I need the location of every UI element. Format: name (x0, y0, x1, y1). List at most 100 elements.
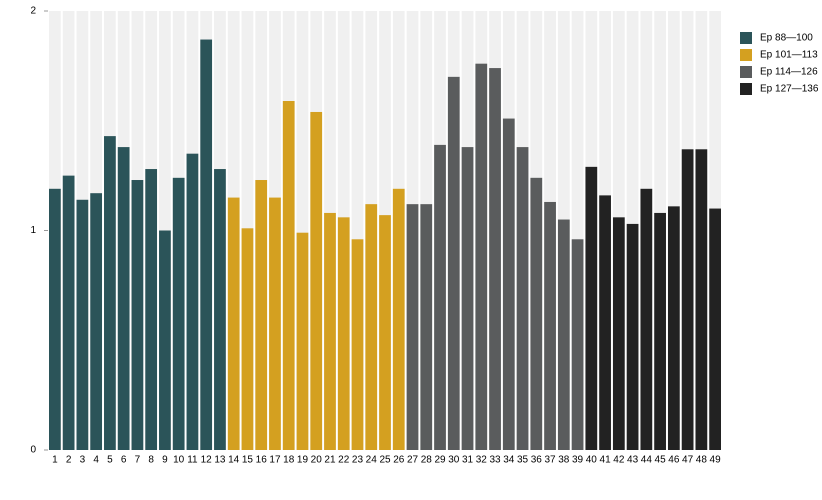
bar (131, 180, 144, 450)
bar (489, 68, 501, 450)
legend-swatch (740, 49, 752, 61)
x-tick-label: 28 (421, 455, 433, 466)
x-tick-label: 32 (476, 455, 488, 466)
bar (599, 195, 611, 450)
x-tick-label: 18 (283, 455, 295, 466)
x-tick-label: 22 (338, 455, 350, 466)
legend-label: Ep 88—100 (760, 33, 813, 44)
x-tick-label: 30 (448, 455, 460, 466)
x-tick-label: 45 (655, 455, 667, 466)
bar (475, 63, 488, 451)
legend-swatch (740, 66, 752, 78)
x-tick-label: 36 (531, 455, 543, 466)
legend-swatch (740, 83, 752, 95)
bar (214, 169, 226, 451)
x-tick-label: 16 (256, 455, 268, 466)
x-tick-label: 17 (269, 455, 281, 466)
bar (585, 166, 598, 450)
band-background (571, 11, 584, 450)
legend-swatch (740, 32, 752, 44)
x-tick-label: 12 (201, 455, 213, 466)
x-tick-label: 20 (311, 455, 323, 466)
bar (667, 206, 680, 450)
bar (557, 219, 570, 450)
bar (530, 177, 543, 450)
bar (447, 76, 460, 450)
bar (282, 100, 295, 451)
x-tick-label: 19 (297, 455, 309, 466)
bar (516, 147, 529, 450)
band-background (351, 11, 364, 450)
x-tick-label: 33 (489, 455, 501, 466)
bar (406, 204, 419, 450)
legend-label: Ep 127—136 (760, 84, 819, 95)
x-tick-label: 48 (696, 455, 708, 466)
x-tick-label: 13 (214, 455, 226, 466)
legend-label: Ep 114—126 (760, 67, 818, 78)
bar (544, 201, 556, 450)
x-tick-label: 24 (366, 455, 378, 466)
bar (337, 217, 350, 450)
x-tick-label: 10 (173, 455, 185, 466)
legend-label: Ep 101—113 (760, 50, 818, 61)
bar (612, 217, 625, 450)
x-tick-label: 15 (242, 455, 254, 466)
x-tick-label: 6 (121, 455, 127, 466)
x-tick-label: 27 (407, 455, 419, 466)
x-tick-label: 4 (93, 455, 99, 466)
bar (461, 147, 474, 450)
x-tick-label: 5 (107, 455, 113, 466)
bar (626, 223, 639, 450)
bar (296, 232, 309, 450)
x-tick-label: 35 (517, 455, 529, 466)
bar (365, 204, 378, 450)
bar (681, 149, 694, 450)
bar (117, 147, 130, 450)
x-tick-label: 34 (503, 455, 515, 466)
bar (502, 118, 515, 451)
bar (420, 204, 433, 450)
bar (695, 149, 708, 450)
bar (351, 239, 364, 450)
bar (76, 199, 89, 450)
bar (186, 153, 199, 451)
x-tick-label: 39 (572, 455, 584, 466)
x-tick-label: 1 (52, 455, 58, 466)
x-tick-label: 31 (462, 455, 474, 466)
x-tick-label: 37 (544, 455, 556, 466)
bar (640, 188, 653, 451)
bar (269, 197, 281, 450)
bar (104, 136, 116, 451)
bar (62, 175, 75, 450)
x-tick-label: 7 (135, 455, 141, 466)
x-tick-label: 38 (558, 455, 570, 466)
bar (310, 111, 323, 450)
x-tick-label: 21 (324, 455, 336, 466)
bar (709, 208, 721, 450)
y-tick-label: 1 (30, 225, 36, 236)
bar (255, 180, 268, 450)
x-tick-label: 41 (600, 455, 612, 466)
bar (571, 239, 584, 450)
bar (145, 169, 158, 451)
x-tick-label: 42 (613, 455, 625, 466)
x-tick-label: 3 (80, 455, 86, 466)
x-tick-label: 49 (710, 455, 722, 466)
x-tick-label: 2 (66, 455, 72, 466)
x-tick-label: 44 (641, 455, 653, 466)
bar (172, 177, 185, 450)
x-tick-label: 23 (352, 455, 364, 466)
bar (90, 193, 103, 450)
x-tick-label: 8 (148, 455, 154, 466)
y-tick-label: 2 (30, 6, 36, 17)
bar (49, 188, 61, 451)
bar (200, 39, 213, 450)
x-tick-label: 14 (228, 455, 240, 466)
x-tick-label: 46 (668, 455, 680, 466)
bar (227, 197, 240, 450)
y-tick-label: 0 (30, 445, 36, 456)
x-tick-label: 47 (682, 455, 694, 466)
bar (654, 212, 666, 450)
band-background (296, 11, 309, 450)
